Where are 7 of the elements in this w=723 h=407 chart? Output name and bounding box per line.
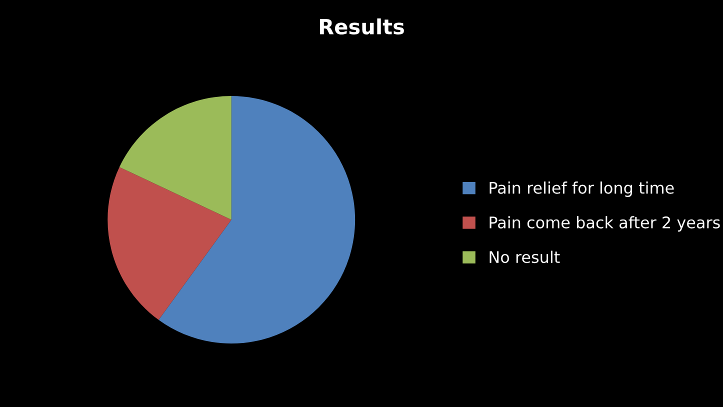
legend-label: Pain relief for long time bbox=[490, 181, 674, 197]
chart-title: Results bbox=[320, 18, 404, 35]
pie-slice bbox=[108, 167, 232, 320]
pie-slice bbox=[158, 96, 356, 344]
legend-label: Pain come back after 2 years bbox=[490, 216, 720, 232]
pie-slice bbox=[119, 96, 232, 220]
legend-label: No result bbox=[490, 250, 560, 264]
